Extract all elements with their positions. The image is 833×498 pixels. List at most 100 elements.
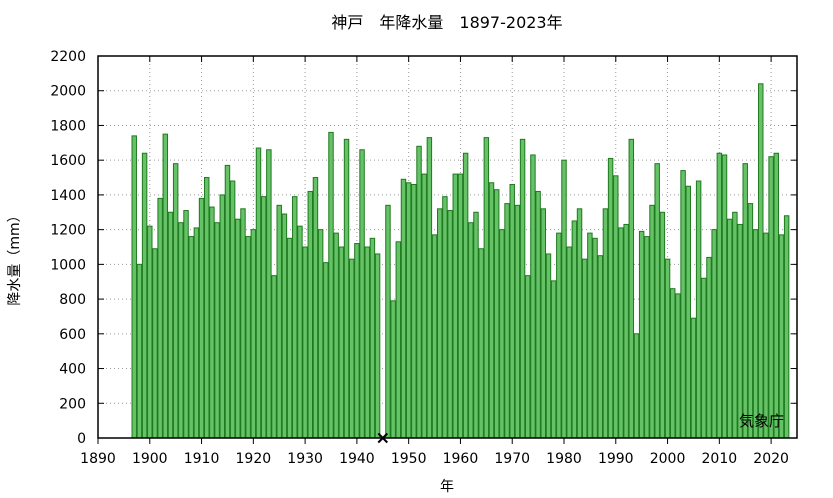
bar-2002 [675, 293, 681, 439]
bar-1972 [519, 138, 526, 439]
bar-2015 [742, 163, 748, 439]
y-tick-label: 0 [77, 431, 86, 447]
bar-1955 [431, 234, 438, 439]
y-tick-label: 2000 [50, 84, 86, 100]
bar-1973 [525, 275, 531, 439]
bar-1919 [245, 236, 251, 439]
y-axis-label: 降水量（mm） [7, 208, 23, 305]
x-tick-label: 2010 [702, 451, 738, 467]
bar-2016 [747, 203, 754, 439]
bar-2001 [670, 288, 676, 439]
bar-1917 [235, 218, 241, 439]
bar-1901 [152, 248, 158, 439]
bar-1908 [188, 236, 194, 439]
bar-1951 [411, 183, 417, 439]
y-tick-label: 200 [59, 396, 86, 412]
bar-1934 [323, 262, 329, 439]
x-tick-label: 1970 [494, 451, 530, 467]
bar-1900 [147, 225, 153, 439]
bar-1952 [416, 145, 422, 439]
bar-1986 [592, 237, 598, 439]
bar-1914 [219, 194, 225, 439]
bar-1990 [613, 175, 619, 439]
y-tick-label: 600 [59, 327, 86, 343]
y-tick-label: 1800 [50, 118, 86, 134]
x-tick-label: 1930 [287, 451, 323, 467]
bar-2022 [778, 234, 785, 439]
bar-1993 [628, 138, 635, 439]
bar-1992 [623, 223, 629, 439]
bar-2018 [758, 83, 764, 439]
bar-1999 [659, 211, 666, 439]
bar-2019 [763, 232, 769, 439]
bar-1905 [172, 163, 179, 439]
bar-1912 [209, 206, 215, 439]
bar-1960 [457, 173, 464, 439]
bar-1906 [178, 222, 184, 439]
bar-1915 [224, 164, 231, 439]
bar-1978 [550, 280, 557, 439]
bar-2006 [695, 180, 702, 439]
bar-1942 [364, 246, 370, 439]
bar-2014 [737, 223, 743, 439]
bar-1966 [488, 182, 495, 439]
y-tick-label: 2200 [50, 49, 86, 65]
x-tick-label: 1940 [339, 451, 375, 467]
bar-1998 [654, 163, 660, 439]
bar-1965 [483, 137, 490, 439]
x-tick-label: 1960 [443, 451, 479, 467]
y-tick-label: 1400 [50, 188, 86, 204]
y-tick-label: 400 [59, 362, 86, 378]
x-tick-label: 1920 [236, 451, 272, 467]
bar-2005 [690, 317, 697, 439]
bar-1987 [597, 255, 603, 439]
bar-1943 [369, 237, 376, 439]
bar-1971 [514, 204, 521, 439]
bar-1997 [649, 204, 655, 439]
bar-1902 [157, 197, 163, 439]
bar-2000 [664, 258, 671, 439]
y-tick-label: 1600 [50, 153, 86, 169]
plot-frame [97, 55, 798, 439]
bar-1923 [266, 149, 272, 439]
bar-1903 [162, 133, 169, 439]
bar-1921 [255, 147, 262, 439]
bar-1983 [576, 208, 583, 439]
missing-data-markers [377, 432, 388, 444]
x-tick-label: 1950 [391, 451, 427, 467]
chart-title: 神戸 年降水量 1897-2023年 [331, 13, 562, 32]
x-tick-label: 1980 [546, 451, 582, 467]
bar-1930 [302, 246, 308, 439]
bar-1910 [198, 197, 205, 439]
x-axis-ticks: 1890 1900 1910 1920 1930 1940 1950 1960 1970 1980… [80, 56, 789, 467]
bar-1970 [509, 183, 515, 439]
bar-1984 [581, 258, 588, 439]
bar-1958 [447, 210, 453, 439]
bar-1926 [281, 213, 288, 439]
bar-1949 [400, 178, 407, 439]
y-axis-ticks: 0 200 400 600 800 1000 1200 1400 1600 1800 2000 220… [50, 49, 797, 447]
x-tick-label: 1910 [184, 451, 220, 467]
bar-1922 [260, 196, 267, 439]
bar-1935 [328, 131, 334, 439]
bar-1924 [271, 275, 277, 439]
missing-data-marker [377, 432, 388, 444]
bar-1904 [167, 211, 174, 439]
x-tick-label: 1890 [80, 451, 116, 467]
bar-1981 [566, 246, 572, 439]
bar-1988 [602, 208, 609, 439]
bar-1974 [530, 154, 536, 439]
x-tick-label: 1900 [132, 451, 168, 467]
bar-1950 [405, 182, 412, 439]
bar-1979 [556, 232, 562, 439]
bar-1948 [395, 241, 402, 439]
bar-1911 [204, 177, 210, 439]
bar-1929 [297, 225, 303, 439]
bar-2021 [773, 152, 780, 439]
bar-1913 [214, 222, 220, 439]
bar-1975 [535, 190, 541, 439]
bar-1944 [374, 253, 381, 439]
bar-1982 [571, 220, 578, 439]
bar-1985 [587, 232, 593, 439]
